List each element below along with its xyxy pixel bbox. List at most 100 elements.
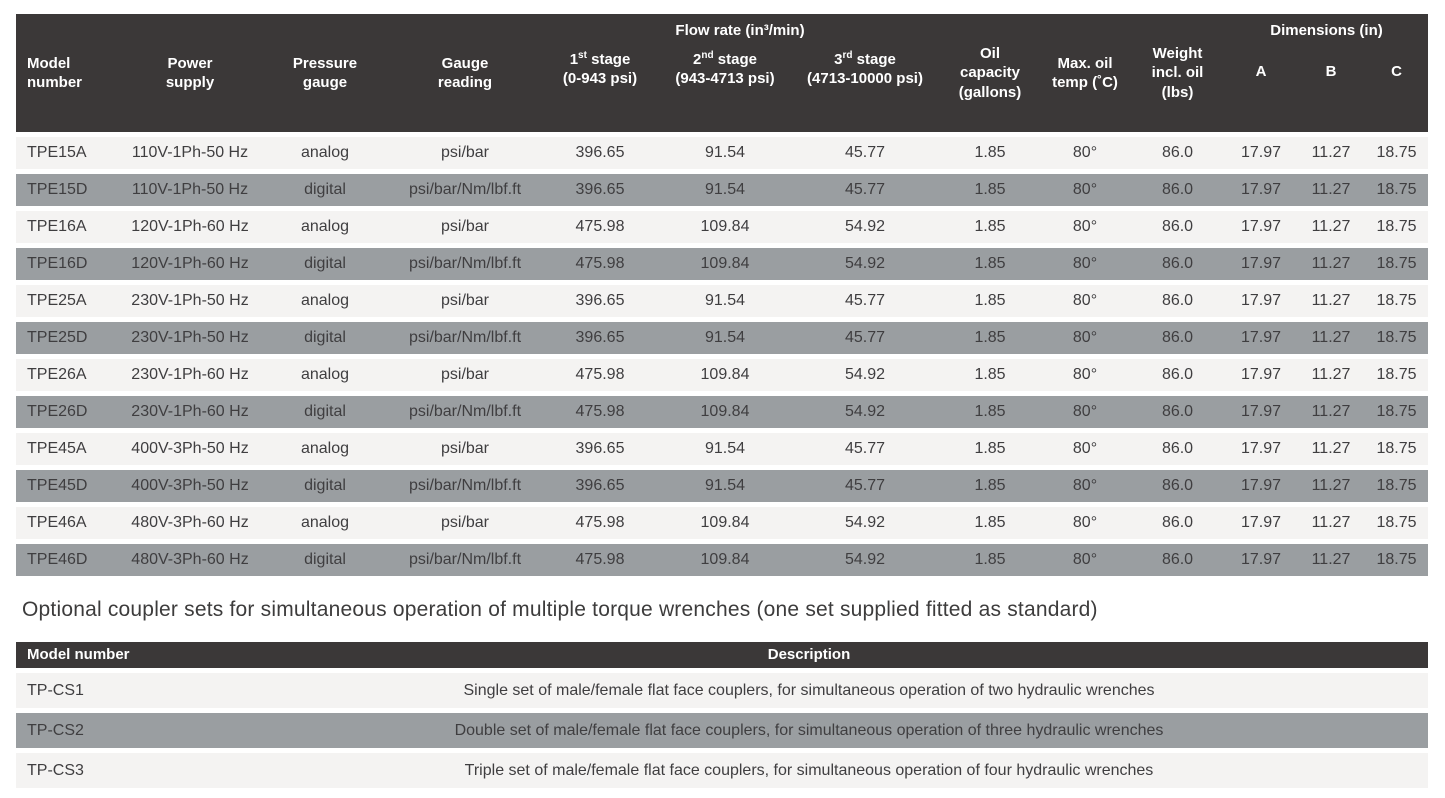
stage-1-range: (0-943 psi) (562, 70, 638, 88)
spec-value-cell: 18.75 (1365, 539, 1429, 576)
stage-3-range: (4713-10000 psi) (807, 70, 923, 88)
spec-value-cell: 396.65 (540, 280, 660, 320)
col-header-dim-c: C (1365, 48, 1429, 135)
col-header-dim-a: A (1225, 48, 1298, 135)
model-number-cell: TPE26A (16, 354, 120, 394)
spec-value-cell: 80° (1040, 539, 1131, 576)
spec-value-cell: 86.0 (1130, 539, 1226, 576)
spec-value-cell: 475.98 (540, 354, 660, 394)
spec-value-cell: psi/bar (390, 502, 540, 542)
coupler-row-TP-CS1: TP-CS1 Single set of male/female flat fac… (16, 668, 1428, 711)
spec-value-cell: 396.65 (540, 465, 660, 505)
spec-row-TPE16A: TPE16A 120V-1Ph-60 Hz analog psi/bar 475.98 1… (16, 206, 1429, 246)
pump-spec-table: Model number Power supply Pressure gauge… (16, 14, 1429, 576)
spec-value-cell: 1.85 (940, 465, 1041, 505)
spec-value-cell: psi/bar/Nm/lbf.ft (390, 465, 540, 505)
spec-value-cell: 230V-1Ph-60 Hz (120, 391, 260, 431)
spec-value-cell: 86.0 (1130, 243, 1226, 283)
spec-value-cell: 86.0 (1130, 428, 1226, 468)
model-number-cell: TPE16D (16, 243, 120, 283)
spec-value-cell: 45.77 (790, 428, 941, 468)
spec-value-cell: 475.98 (540, 539, 660, 576)
spec-value-cell: 1.85 (940, 280, 1041, 320)
spec-row-TPE45A: TPE45A 400V-3Ph-50 Hz analog psi/bar 396.65 9… (16, 428, 1429, 468)
model-number-cell: TPE26D (16, 391, 120, 431)
spec-value-cell: psi/bar/Nm/lbf.ft (390, 169, 540, 209)
spec-value-cell: 1.85 (940, 391, 1041, 431)
spec-value-cell: digital (260, 539, 390, 576)
spec-value-cell: 18.75 (1365, 206, 1429, 246)
spec-value-cell: 54.92 (790, 502, 941, 542)
spec-value-cell: 91.54 (660, 280, 790, 320)
spec-value-cell: 80° (1040, 465, 1131, 505)
spec-value-cell: 17.97 (1225, 465, 1298, 505)
spec-value-cell: 11.27 (1297, 206, 1366, 246)
spec-value-cell: 91.54 (660, 132, 790, 172)
model-number-cell: TPE46D (16, 539, 120, 576)
spec-row-TPE45D: TPE45D 400V-3Ph-50 Hz digital psi/bar/Nm/lb… (16, 465, 1429, 505)
spec-value-cell: 1.85 (940, 354, 1041, 394)
spec-header-row-1: Model number Power supply Pressure gauge… (16, 14, 1429, 135)
spec-value-cell: 91.54 (660, 317, 790, 357)
coupler-table-header: Model number Description (16, 642, 1428, 671)
spec-value-cell: analog (260, 206, 390, 246)
spec-value-cell: 480V-3Ph-60 Hz (120, 502, 260, 542)
spec-value-cell: 17.97 (1225, 243, 1298, 283)
spec-value-cell: 17.97 (1225, 354, 1298, 394)
col-header-stage-2: 2nd stage (943-4713 psi) (660, 48, 790, 135)
spec-value-cell: 11.27 (1297, 243, 1366, 283)
spec-value-cell: 86.0 (1130, 391, 1226, 431)
spec-table-body: TPE15A 110V-1Ph-50 Hz analog psi/bar 396.65 9… (16, 132, 1429, 576)
spec-value-cell: 109.84 (660, 539, 790, 576)
spec-value-cell: 86.0 (1130, 465, 1226, 505)
spec-value-cell: 1.85 (940, 169, 1041, 209)
coupler-description-cell: Triple set of male/female flat face coup… (190, 748, 1428, 788)
spec-value-cell: 45.77 (790, 465, 941, 505)
col-header-stage-1: 1st stage (0-943 psi) (540, 48, 660, 135)
spec-table-header: Model number Power supply Pressure gauge… (16, 14, 1429, 135)
spec-value-cell: 17.97 (1225, 169, 1298, 209)
spec-value-cell: 17.97 (1225, 132, 1298, 172)
spec-value-cell: 18.75 (1365, 317, 1429, 357)
spec-value-cell: 54.92 (790, 391, 941, 431)
spec-value-cell: 109.84 (660, 391, 790, 431)
model-number-cell: TPE15A (16, 132, 120, 172)
spec-value-cell: 45.77 (790, 132, 941, 172)
spec-value-cell: 11.27 (1297, 539, 1366, 576)
col-header-gauge-reading: Gauge reading (390, 14, 540, 135)
spec-value-cell: 18.75 (1365, 169, 1429, 209)
spec-value-cell: 80° (1040, 391, 1131, 431)
spec-value-cell: 400V-3Ph-50 Hz (120, 465, 260, 505)
spec-value-cell: 11.27 (1297, 280, 1366, 320)
spec-row-TPE15D: TPE15D 110V-1Ph-50 Hz digital psi/bar/Nm/lb… (16, 169, 1429, 209)
spec-value-cell: 86.0 (1130, 206, 1226, 246)
spec-value-cell: 1.85 (940, 317, 1041, 357)
col-group-flow-rate: Flow rate (in³/min) (540, 14, 941, 48)
spec-value-cell: psi/bar/Nm/lbf.ft (390, 391, 540, 431)
spec-value-cell: psi/bar (390, 132, 540, 172)
spec-value-cell: analog (260, 428, 390, 468)
spec-row-TPE46D: TPE46D 480V-3Ph-60 Hz digital psi/bar/Nm/lb… (16, 539, 1429, 576)
spec-row-TPE46A: TPE46A 480V-3Ph-60 Hz analog psi/bar 475.98 1… (16, 502, 1429, 542)
col-header-coupler-model: Model number (16, 642, 190, 671)
spec-value-cell: 11.27 (1297, 132, 1366, 172)
spec-value-cell: 54.92 (790, 539, 941, 576)
spec-value-cell: 400V-3Ph-50 Hz (120, 428, 260, 468)
spec-value-cell: 80° (1040, 169, 1131, 209)
spec-value-cell: 18.75 (1365, 132, 1429, 172)
col-header-pressure-gauge: Pressure gauge (260, 14, 390, 135)
spec-value-cell: 1.85 (940, 502, 1041, 542)
spec-value-cell: 54.92 (790, 243, 941, 283)
spec-value-cell: 109.84 (660, 206, 790, 246)
spec-value-cell: 396.65 (540, 317, 660, 357)
coupler-description-cell: Double set of male/female flat face coup… (190, 708, 1428, 751)
spec-value-cell: 86.0 (1130, 169, 1226, 209)
spec-value-cell: 120V-1Ph-60 Hz (120, 206, 260, 246)
spec-value-cell: 17.97 (1225, 206, 1298, 246)
spec-value-cell: 230V-1Ph-50 Hz (120, 280, 260, 320)
spec-value-cell: 45.77 (790, 317, 941, 357)
spec-value-cell: psi/bar/Nm/lbf.ft (390, 317, 540, 357)
spec-value-cell: digital (260, 243, 390, 283)
spec-value-cell: 109.84 (660, 502, 790, 542)
spec-value-cell: digital (260, 465, 390, 505)
